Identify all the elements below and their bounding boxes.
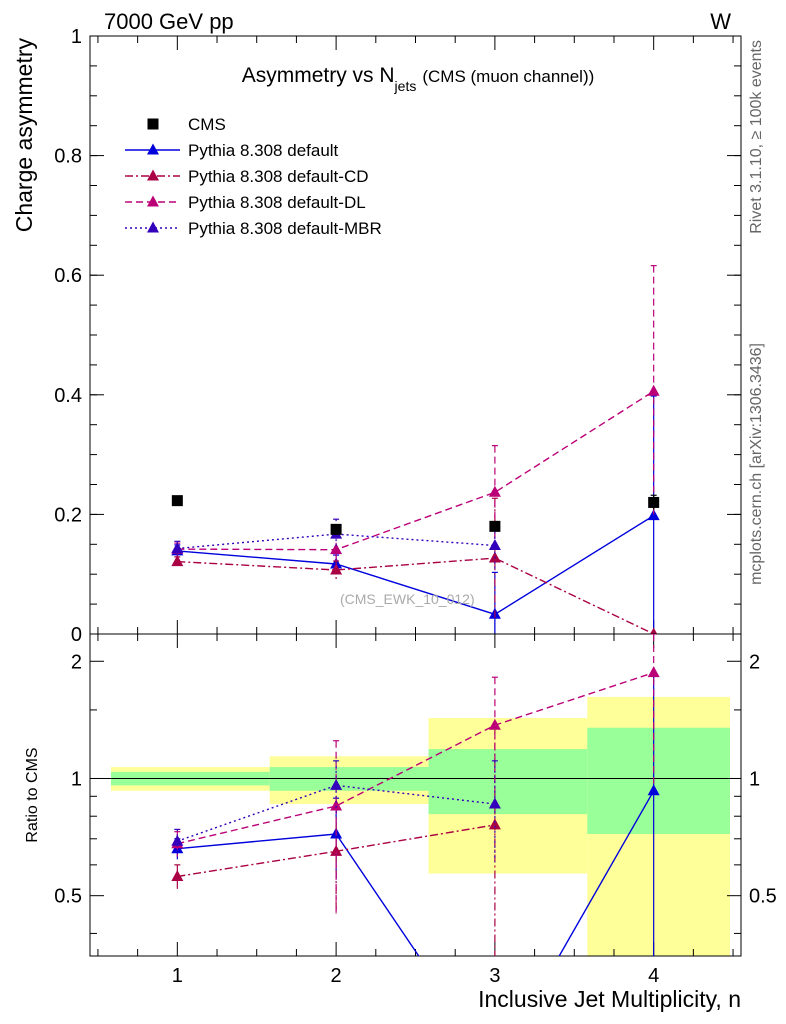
legend-marker [147,143,159,155]
ratio-ytick-label-right: 0.5 [749,886,777,908]
ratio-series [171,634,660,956]
ratio-ytick-label: 2 [71,651,82,673]
ratio-ytick-label-right: 1 [749,768,760,790]
data-point [488,485,501,497]
series-line [177,671,654,845]
ratio-panel: 0.5 0.5 1 1 2 2 1 2 3 4 Ratio to CMS Inclusive Je… [24,633,777,1012]
data-point [648,496,660,508]
legend-item: Pythia 8.308 default-MBR [125,219,382,238]
rivet-label: Rivet 3.1.10, ≥ 100k events [748,40,765,234]
legend-item: CMS [147,115,226,134]
data-point [171,541,184,553]
band-green [587,727,730,835]
series-3 [171,760,501,863]
legend-label: Pythia 8.308 default [188,141,339,160]
data-point [330,523,342,535]
ratio-xtick-label: 4 [648,965,659,987]
main-title: Asymmetry vs Njets (CMS (muon channel)) [242,64,595,94]
ratio-ytick-label-right: 2 [749,651,760,673]
legend-item: Pythia 8.308 default [125,141,339,160]
band-green [428,749,588,815]
legend-label: Pythia 8.308 default-CD [188,167,369,186]
main-ytick-label: 0.6 [54,265,82,287]
ratio-ticks: 0.5 0.5 1 1 2 2 1 2 3 4 [54,634,777,987]
legend-label: Pythia 8.308 default-MBR [188,219,382,238]
data-point [650,627,658,634]
series-2 [171,497,658,634]
data-point [171,555,184,567]
series-line [177,515,655,616]
data-point [488,797,501,809]
main-title-subscript: jets [394,78,417,94]
data-point [330,563,343,575]
data-point [171,870,184,882]
process-label: W [710,9,731,34]
ratio-ytick-label: 0.5 [54,886,82,908]
legend-marker [147,118,159,130]
mcplots-label: mcplots.cern.ch [arXiv:1306.3436] [748,343,765,585]
data-point [647,384,660,396]
legend-item: Pythia 8.308 default-DL [125,193,366,212]
data-point [647,666,660,678]
legend-item: Pythia 8.308 default-CD [125,167,369,186]
legend-label: Pythia 8.308 default-DL [188,193,366,212]
main-ytick-label: 0.2 [54,504,82,526]
main-ytick-label: 0.4 [54,385,82,407]
main-ytick-label: 1 [71,26,82,48]
ratio-xtick-label: 1 [172,965,183,987]
data-point [330,799,343,811]
legend-marker [147,221,159,233]
data-point [489,520,501,532]
series-line [177,790,655,956]
series-0 [171,494,660,535]
ratio-bands [90,696,741,956]
legend: CMS Pythia 8.308 default Pythia 8.308 defa… [125,115,382,238]
series-line [177,533,495,550]
main-title-text: Asymmetry vs N [242,64,395,87]
ratio-ytick-label: 1 [71,768,82,790]
data-point [488,718,501,730]
energy-label: 7000 GeV pp [104,9,234,34]
main-ytick-label: 0.8 [54,146,82,168]
data-point [330,543,343,555]
data-point [488,538,501,550]
data-point [171,834,184,846]
legend-label: CMS [188,115,226,134]
legend-marker [147,195,159,207]
main-title-note: (CMS (muon channel)) [422,67,594,86]
main-panel: 0 0.2 0.4 0.6 0.8 1 Asymmetry vs Njets (CMS (m… [11,26,742,646]
data-point [330,844,343,856]
series-line [177,390,655,551]
watermark: (CMS_EWK_10_012) [340,591,475,607]
series-line [177,784,495,842]
data-point [647,784,660,796]
data-point [171,495,183,507]
main-series [171,265,660,634]
x-axis-label: Inclusive Jet Multiplicity, n [478,986,741,1012]
ratio-ylabel: Ratio to CMS [24,747,41,842]
main-ylabel: Charge asymmetry [11,38,37,233]
main-ticks: 0 0.2 0.4 0.6 0.8 1 [54,26,741,646]
main-ytick-label: 0 [71,624,82,646]
data-point [330,778,343,790]
ratio-xtick-label: 3 [489,965,500,987]
series-3 [171,265,660,568]
ratio-xtick-label: 2 [331,965,342,987]
series-line [177,557,655,634]
data-point [488,818,501,830]
legend-marker [147,169,159,181]
